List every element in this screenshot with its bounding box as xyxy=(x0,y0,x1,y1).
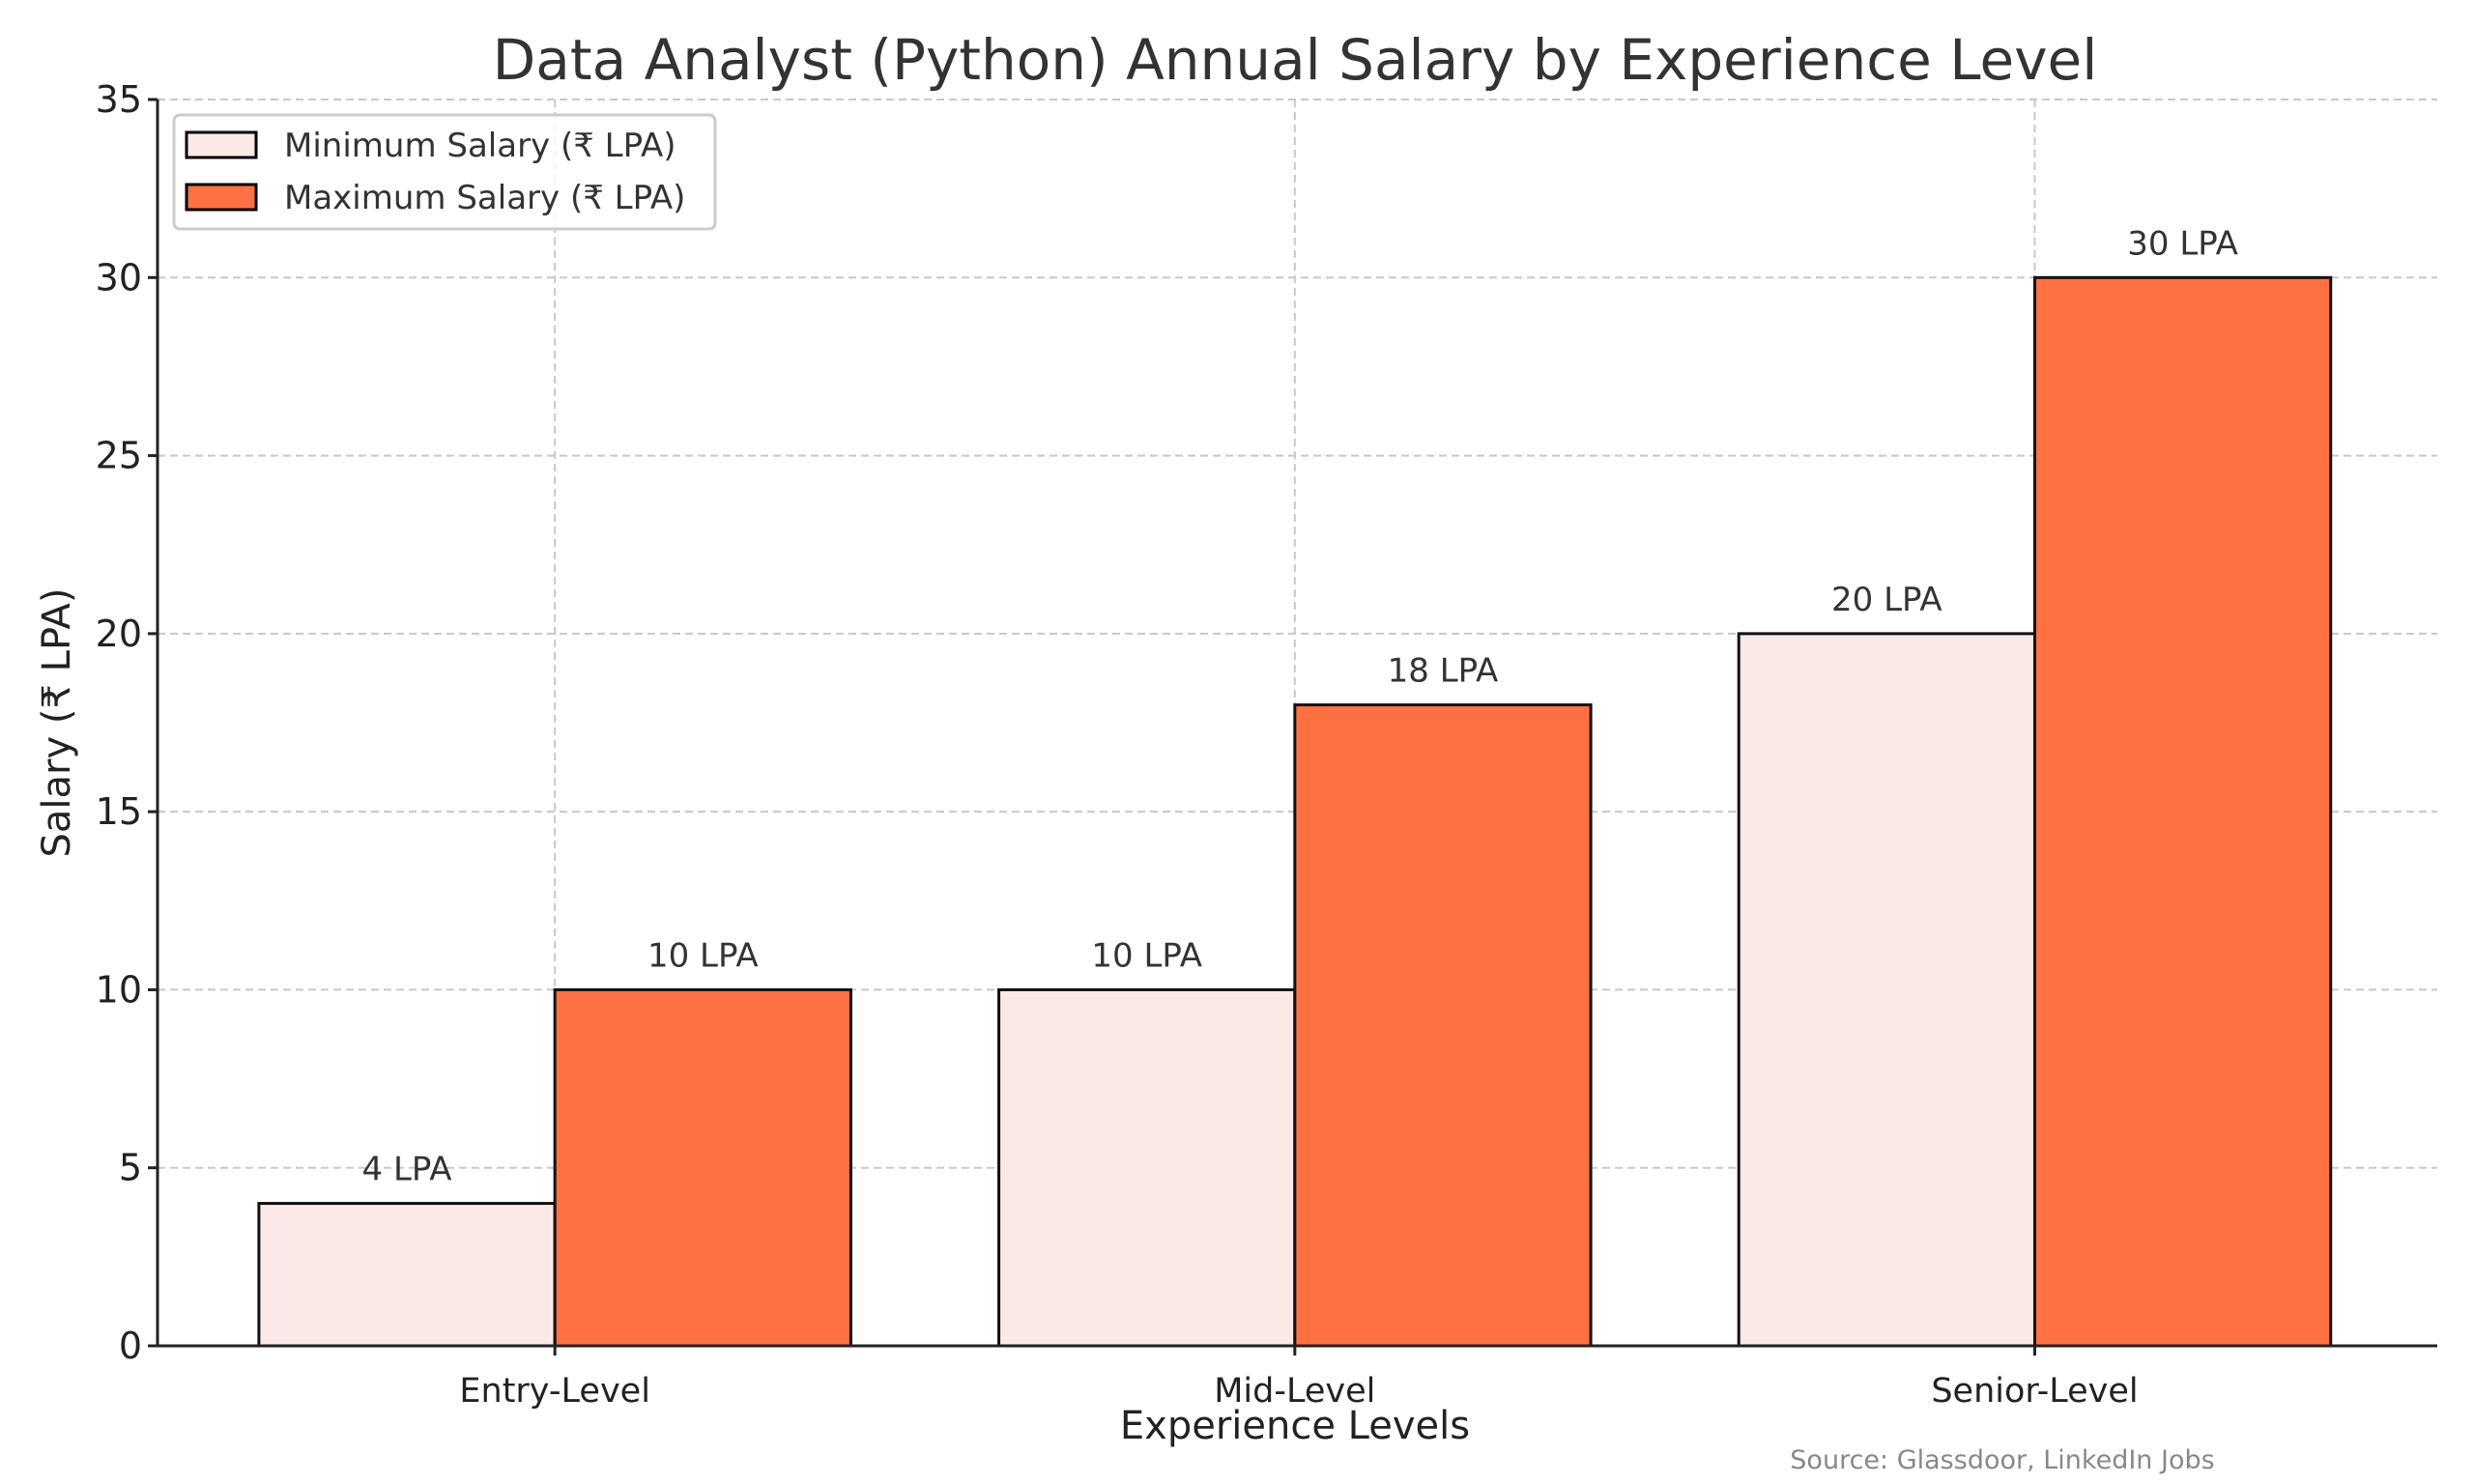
bar-max xyxy=(1293,703,1593,1348)
x-tick-label: Mid-Level xyxy=(1214,1372,1375,1411)
bar-min xyxy=(1737,632,2036,1348)
data-label: 4 LPA xyxy=(362,1151,452,1189)
x-axis-label: Experience Levels xyxy=(1120,1404,1470,1448)
data-label: 10 LPA xyxy=(1091,936,1202,975)
y-tick-label: 0 xyxy=(119,1325,142,1367)
axes: 0 5 10 15 20 25 30 35 Entry-Level Mid-Level Senior… xyxy=(96,78,2437,1411)
y-tick-label: 30 xyxy=(96,256,142,299)
bars: 4 LPA 10 LPA 20 LPA 10 LPA 18 LPA 30 LPA xyxy=(257,224,2333,1348)
legend-swatch-max xyxy=(185,183,258,212)
bar-min xyxy=(997,987,1297,1348)
legend-label-max: Maximum Salary (₹ LPA) xyxy=(284,179,685,217)
x-tick-label: Senior-Level xyxy=(1931,1372,2138,1411)
data-label: 18 LPA xyxy=(1388,652,1499,691)
legend-swatch-min xyxy=(185,130,258,159)
y-tick-label: 35 xyxy=(96,78,142,121)
bar-max xyxy=(553,987,852,1348)
data-label: 20 LPA xyxy=(1831,581,1942,619)
legend: Minimum Salary (₹ LPA) Maximum Salary (₹… xyxy=(172,113,717,231)
legend-frame xyxy=(172,113,717,231)
x-tick-label: Entry-Level xyxy=(459,1372,650,1411)
y-axis-label: Salary (₹ LPA) xyxy=(35,588,79,858)
bar-min xyxy=(257,1202,557,1348)
y-tick-label: 10 xyxy=(96,968,142,1011)
bar-max xyxy=(2032,275,2333,1348)
data-label: 30 LPA xyxy=(2127,224,2238,263)
legend-label-min: Minimum Salary (₹ LPA) xyxy=(284,127,676,165)
chart-title: Data Analyst (Python) Annual Salary by E… xyxy=(493,27,2098,93)
data-label: 10 LPA xyxy=(647,936,759,975)
y-tick-label: 25 xyxy=(96,435,142,477)
source-note: Source: Glassdoor, LinkedIn Jobs xyxy=(1790,1445,2214,1475)
y-tick-label: 15 xyxy=(96,790,142,833)
y-tick-label: 5 xyxy=(119,1147,142,1189)
y-tick-label: 20 xyxy=(96,613,142,655)
